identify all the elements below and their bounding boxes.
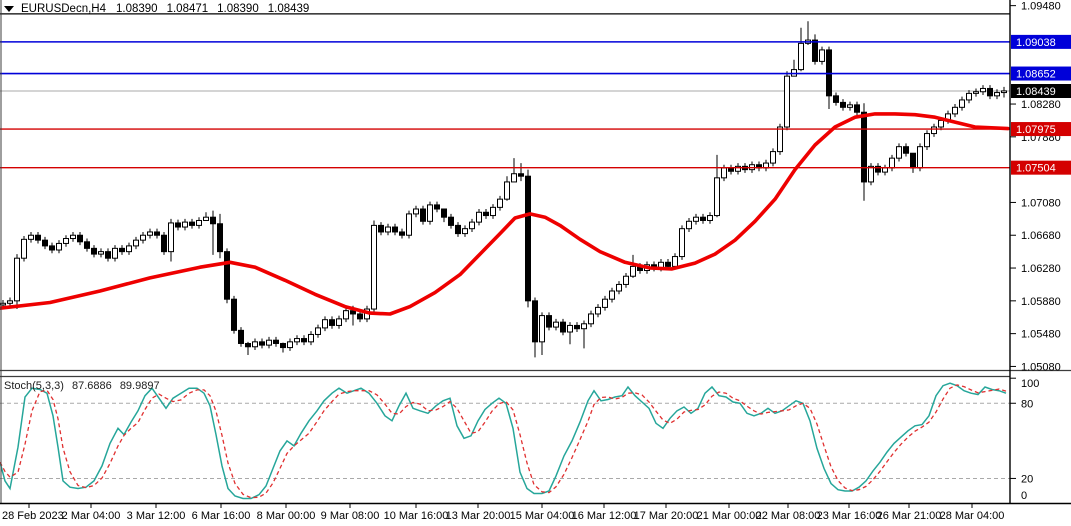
moving-average-red [0,112,1010,316]
time-axis-label: 21 Mar 00:00 [697,510,762,522]
panel-divider [0,369,1071,378]
time-axis-label: 15 Mar 04:00 [510,510,575,522]
svg-text:1.09038: 1.09038 [1016,37,1056,49]
stochastic-indicator-label: Stoch(5,3,3) 87.6886 89.9897 [4,380,165,392]
time-axis-label: 17 Mar 20:00 [634,510,699,522]
stoch-d-value: 89.9897 [119,380,160,392]
chart-frame [0,0,1071,505]
time-axis-label: 26 Mar 21:00 [877,510,942,522]
time-axis-label: 6 Mar 16:00 [192,510,251,522]
chart-title: EURUSDecn,H4 1.08390 1.08471 1.08390 1.0… [4,3,309,15]
time-axis-label: 3 Mar 12:00 [127,510,186,522]
time-axis-label: 28 Feb 2023 [2,510,64,522]
price-badge-hline-1: 1.09038 [1011,34,1071,49]
price-axis-label: 1.08280 [1021,99,1061,111]
svg-text:1.07975: 1.07975 [1016,124,1056,136]
stoch-axis[interactable]: 100 80 20 0 [1010,377,1039,504]
stoch-axis-label: 20 [1021,473,1033,485]
symbol-dropdown-icon[interactable] [4,6,14,12]
price-badge-hline-2: 1.08652 [1011,66,1071,81]
price-badge-hline-3: 1.07975 [1011,122,1071,137]
time-axis-label: 10 Mar 16:00 [384,510,449,522]
time-axis-label: 16 Mar 12:00 [572,510,637,522]
time-axis-label: 22 Mar 08:00 [756,510,821,522]
stoch-d-line [0,384,1007,499]
price-axis-label: 1.05480 [1021,329,1061,341]
time-axis-label: 8 Mar 00:00 [257,510,316,522]
horizontal-lines [0,13,1010,169]
price-axis-label: 1.06680 [1021,230,1061,242]
stochastic-panel [0,382,1010,500]
price-badge-current: 1.08439 [1011,84,1071,98]
price-badge-hline-4: 1.07504 [1011,160,1071,175]
svg-text:1.08652: 1.08652 [1016,69,1056,81]
stoch-axis-label: 0 [1021,490,1027,502]
time-axis-label: 23 Mar 16:00 [817,510,882,522]
svg-text:1.08439: 1.08439 [1016,86,1056,98]
time-axis-label: 13 Mar 20:00 [446,510,511,522]
stoch-axis-label: 80 [1021,398,1033,410]
ohlc-high: 1.08471 [166,3,209,15]
price-axis[interactable]: 1.094801.082801.078801.070801.066801.062… [1010,1,1071,374]
price-axis-label: 1.09480 [1021,1,1061,13]
ohlc-close: 1.08439 [267,3,310,15]
time-axis-label: 28 Mar 04:00 [940,510,1005,522]
time-axis-label: 2 Mar 04:00 [62,510,121,522]
ohlc-open: 1.08390 [116,3,158,15]
price-axis-label: 1.05880 [1021,296,1061,308]
stoch-k-line [0,382,1007,500]
symbol-label: EURUSDecn,H4 [21,3,106,15]
price-axis-label: 1.05080 [1021,361,1061,373]
ohlc-low: 1.08390 [217,3,259,15]
time-axis-label: 9 Mar 08:00 [321,510,380,522]
svg-text:1.07504: 1.07504 [1016,163,1056,175]
price-axis-label: 1.07080 [1021,197,1061,209]
stoch-axis-label: 100 [1021,378,1039,390]
stoch-k-value: 87.6886 [71,380,112,392]
price-axis-label: 1.06280 [1021,263,1061,275]
stoch-name: Stoch(5,3,3) [4,380,64,392]
